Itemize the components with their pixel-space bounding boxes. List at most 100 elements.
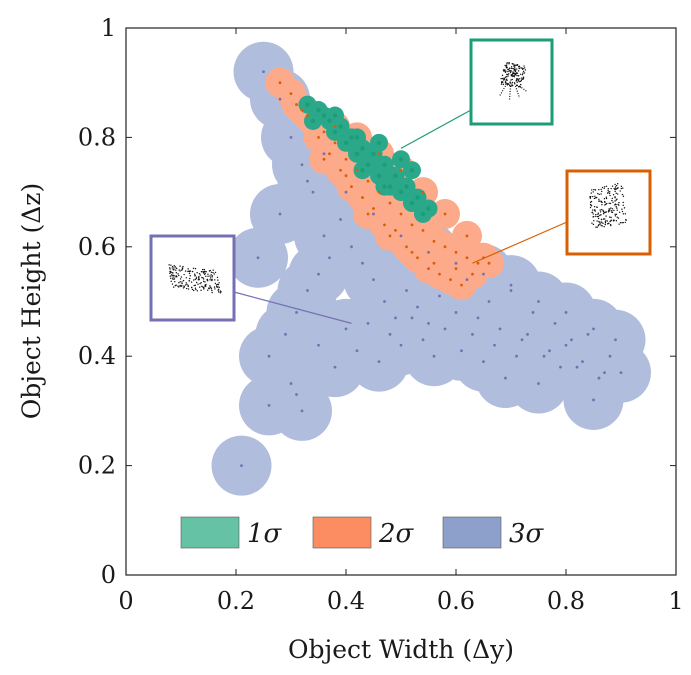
cloud-dot — [207, 287, 210, 289]
data-point — [317, 136, 320, 139]
cloud-dot — [185, 287, 188, 290]
cloud-dot — [612, 219, 615, 221]
cloud-dot — [594, 209, 596, 211]
cloud-dot — [607, 211, 610, 213]
cloud-dot — [505, 78, 507, 80]
cloud-dot — [614, 183, 616, 186]
cloud-dot — [590, 200, 593, 203]
data-point — [420, 211, 426, 217]
cloud-dot — [202, 268, 204, 271]
legend-label: 1σ — [247, 519, 283, 549]
region-1sigma — [298, 95, 438, 223]
data-point — [327, 118, 332, 124]
data-point — [398, 189, 404, 195]
cloud-dot — [209, 285, 211, 287]
data-point — [410, 316, 414, 320]
cloud-dot — [594, 197, 597, 199]
cloud-dot — [189, 277, 191, 280]
cloud-dot — [507, 68, 509, 71]
cloud-dot — [611, 199, 613, 202]
data-point — [332, 129, 338, 135]
cloud-dot — [171, 274, 173, 276]
data-point — [376, 173, 382, 178]
cloud-dot — [178, 274, 180, 277]
cloud-dot — [597, 192, 599, 195]
data-point — [564, 311, 568, 314]
cloud-dot — [202, 286, 205, 289]
cloud-dot — [216, 285, 218, 288]
cloud-dot — [202, 277, 204, 279]
data-point — [526, 332, 529, 336]
data-point — [421, 190, 425, 194]
cloud-dot — [174, 266, 177, 268]
data-point — [454, 250, 458, 254]
data-point — [376, 140, 382, 146]
cloud-dot — [596, 196, 598, 199]
data-point — [427, 250, 430, 254]
data-point — [382, 162, 387, 167]
data-point — [289, 382, 293, 385]
cloud-dot — [510, 66, 513, 68]
data-point — [344, 327, 348, 331]
cloud-dot — [513, 68, 516, 71]
cloud-dot — [511, 83, 513, 85]
data-point — [289, 92, 293, 96]
armchair-inset-leader — [472, 221, 568, 264]
cloud-dot — [598, 200, 600, 202]
cloud-dot — [173, 278, 176, 280]
cloud-dot — [172, 278, 174, 281]
cloud-dot — [600, 193, 602, 195]
cloud-dot — [214, 288, 216, 290]
armchair-inset — [565, 169, 652, 256]
cloud-dot — [599, 209, 601, 211]
cloud-dot — [179, 270, 181, 272]
cloud-dot — [204, 281, 206, 283]
cloud-dot — [210, 274, 212, 276]
x-tick-label: 0.4 — [327, 587, 365, 615]
cloud-dot — [609, 194, 611, 197]
data-point — [322, 130, 326, 134]
cloud-dot — [600, 218, 603, 221]
cloud-dot — [217, 291, 220, 293]
data-point — [366, 321, 370, 325]
data-point — [305, 102, 310, 107]
cloud-dot — [207, 273, 209, 275]
data-point — [372, 278, 375, 282]
cloud-dot — [171, 265, 174, 268]
cloud-dot — [607, 191, 610, 193]
cloud-dot — [213, 286, 216, 288]
cloud-dot — [598, 188, 600, 191]
cloud-dot — [610, 224, 612, 227]
series-points-0 — [240, 70, 623, 467]
cloud-dot — [181, 282, 183, 285]
cloud-dot — [193, 273, 196, 275]
data-point — [465, 278, 469, 282]
cloud-dot — [511, 63, 514, 65]
cloud-dot — [181, 281, 183, 283]
cloud-dot — [216, 283, 219, 286]
cloud-dot — [516, 79, 518, 81]
data-point — [306, 289, 309, 292]
data-point — [409, 200, 415, 206]
data-point — [377, 152, 381, 156]
cloud-dot — [623, 207, 626, 209]
data-point — [438, 272, 441, 276]
data-point — [371, 151, 376, 157]
data-point — [614, 338, 617, 342]
cloud-dot — [175, 272, 178, 274]
cloud-dot — [605, 197, 608, 200]
cloud-dot — [615, 220, 618, 222]
data-point — [388, 332, 392, 336]
cloud-dot — [611, 197, 613, 200]
cloud-dot — [614, 203, 617, 205]
cloud-dot — [502, 81, 504, 83]
cloud-dot — [501, 74, 504, 77]
cloud-dot — [596, 220, 598, 222]
data-point — [592, 398, 595, 402]
cloud-dot — [169, 272, 171, 275]
cloud-dot — [190, 281, 193, 283]
cloud-dot — [217, 286, 219, 288]
cloud-dot — [606, 220, 609, 222]
cloud-dot — [602, 209, 604, 212]
